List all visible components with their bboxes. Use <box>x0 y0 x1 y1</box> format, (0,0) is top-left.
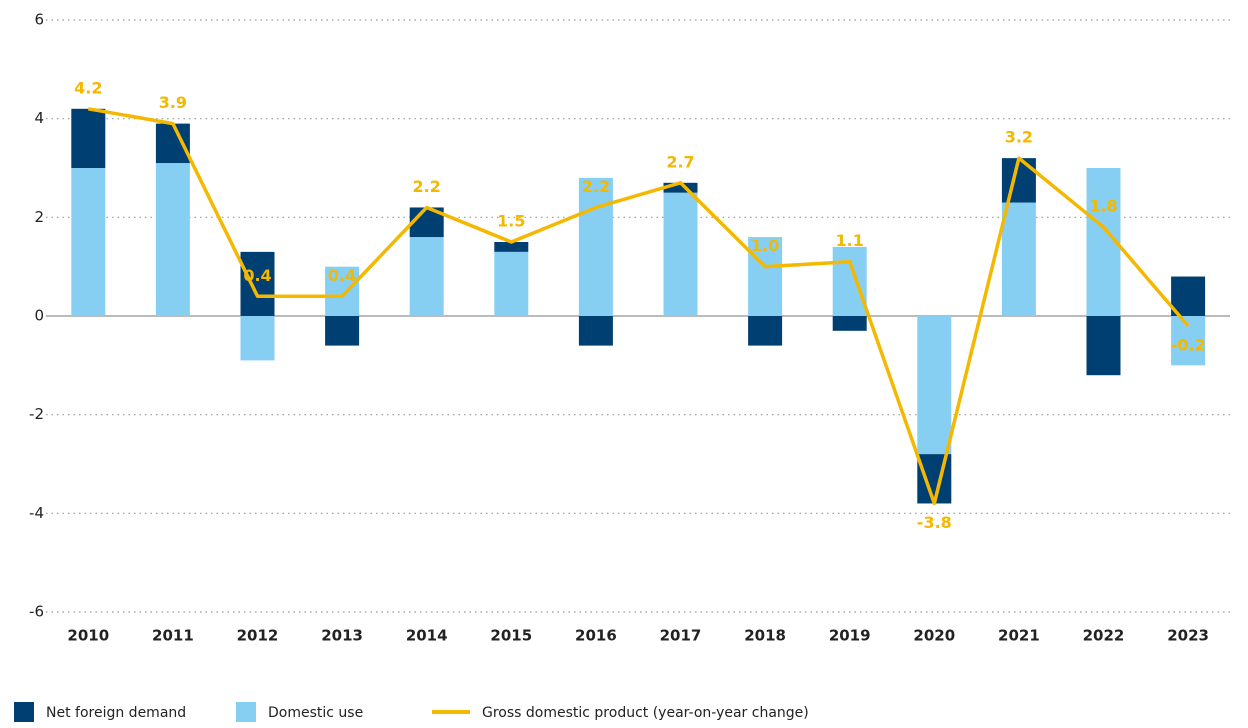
y-tick-label: 2 <box>34 208 44 226</box>
bar <box>1171 276 1206 316</box>
legend-swatch <box>236 702 256 722</box>
value-label: 2.7 <box>666 152 694 171</box>
x-tick-label: 2010 <box>67 627 109 645</box>
bar <box>748 316 783 346</box>
x-tick-label: 2013 <box>321 627 363 645</box>
bar <box>1001 202 1036 316</box>
x-tick-label: 2020 <box>913 627 955 645</box>
value-label: 2.2 <box>413 177 441 196</box>
bar <box>917 316 952 455</box>
x-tick-label: 2011 <box>152 627 194 645</box>
bar <box>663 192 698 316</box>
value-label: 3.2 <box>1005 128 1033 147</box>
x-tick-label: 2016 <box>575 627 617 645</box>
legend-label: Domestic use <box>268 705 363 721</box>
bar <box>494 242 529 252</box>
x-tick-label: 2017 <box>660 627 702 645</box>
value-label: 1.0 <box>751 236 779 255</box>
x-tick-label: 2022 <box>1083 627 1125 645</box>
value-label: 4.2 <box>74 78 102 97</box>
legend-label: Gross domestic product (year-on-year cha… <box>482 705 809 721</box>
y-tick-label: -2 <box>29 405 44 423</box>
value-label: -3.8 <box>917 513 952 532</box>
value-label: 0.4 <box>328 266 356 285</box>
value-label: 3.9 <box>159 93 187 112</box>
bar <box>494 251 529 316</box>
x-tick-label: 2012 <box>237 627 279 645</box>
x-tick-label: 2018 <box>744 627 786 645</box>
bar <box>663 182 698 193</box>
y-tick-label: 6 <box>34 11 44 29</box>
bar <box>240 251 275 316</box>
bar <box>325 266 360 316</box>
bar <box>1086 316 1121 376</box>
legend-swatch <box>14 702 34 722</box>
y-tick-label: 0 <box>34 307 44 325</box>
value-label: -0.2 <box>1171 335 1206 354</box>
line <box>87 107 1190 506</box>
x-tick-label: 2014 <box>406 627 448 645</box>
bar <box>155 123 190 164</box>
bar <box>325 316 360 346</box>
x-tick-label: 2023 <box>1167 627 1209 645</box>
bar <box>71 108 106 168</box>
x-tick-label: 2015 <box>490 627 532 645</box>
value-label: 1.8 <box>1089 197 1117 216</box>
value-label: 1.5 <box>497 212 525 231</box>
bar <box>578 177 613 316</box>
y-tick-label: -6 <box>29 603 44 621</box>
bar <box>240 316 275 361</box>
value-label: 0.4 <box>243 266 271 285</box>
bar <box>155 163 190 316</box>
bar <box>832 246 867 316</box>
value-label: 2.2 <box>582 177 610 196</box>
legend-label: Net foreign demand <box>46 705 186 721</box>
y-tick-label: 4 <box>34 109 44 127</box>
bar <box>71 168 106 316</box>
y-tick-label: -4 <box>29 504 44 522</box>
x-tick-label: 2021 <box>998 627 1040 645</box>
x-tick-label: 2019 <box>829 627 871 645</box>
bar <box>832 316 867 331</box>
bar <box>748 237 783 316</box>
value-label: 1.1 <box>836 231 864 250</box>
bar <box>578 316 613 346</box>
bar <box>409 237 444 316</box>
